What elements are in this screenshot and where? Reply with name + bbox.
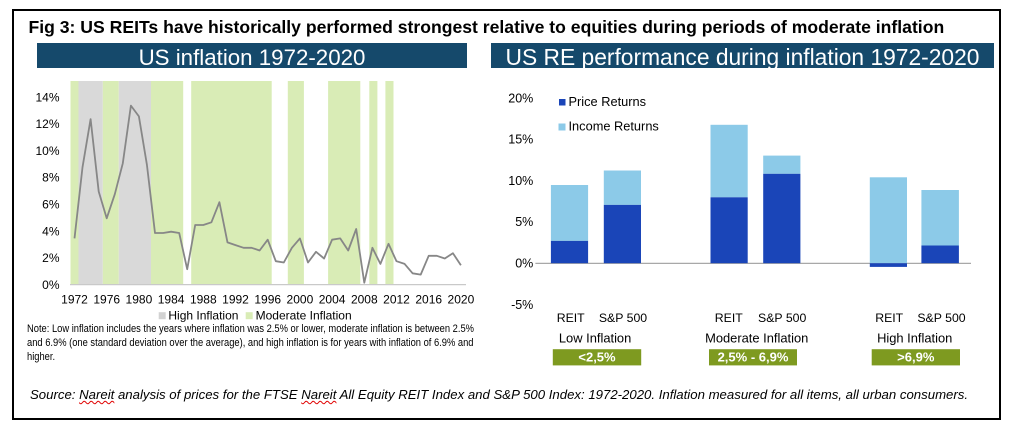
- svg-text:1972: 1972: [61, 293, 88, 307]
- svg-text:Income Returns: Income Returns: [569, 119, 659, 134]
- svg-text:REIT: REIT: [875, 311, 903, 325]
- svg-text:1992: 1992: [222, 293, 249, 307]
- svg-text:1976: 1976: [93, 293, 120, 307]
- svg-text:2012: 2012: [383, 293, 410, 307]
- svg-text:Low Inflation: Low Inflation: [559, 330, 631, 345]
- svg-text:14%: 14%: [35, 90, 59, 104]
- svg-text:8%: 8%: [42, 171, 60, 185]
- svg-text:0%: 0%: [515, 257, 533, 271]
- svg-text:10%: 10%: [35, 144, 59, 158]
- svg-text:15%: 15%: [508, 133, 533, 147]
- svg-text:1980: 1980: [126, 293, 153, 307]
- svg-text:2004: 2004: [319, 293, 346, 307]
- svg-text:2008: 2008: [351, 293, 378, 307]
- svg-text:REIT: REIT: [557, 311, 585, 325]
- svg-text:1996: 1996: [254, 293, 281, 307]
- svg-text:<2,5%: <2,5%: [578, 349, 616, 364]
- svg-text:2%: 2%: [42, 251, 60, 265]
- svg-text:5%: 5%: [515, 215, 533, 229]
- svg-text:Moderate Inflation: Moderate Inflation: [705, 330, 808, 345]
- svg-text:0%: 0%: [42, 278, 60, 292]
- svg-text:S&P 500: S&P 500: [758, 311, 806, 325]
- svg-text:High Inflation: High Inflation: [168, 309, 238, 323]
- svg-text:12%: 12%: [35, 117, 59, 131]
- svg-text:S&P 500: S&P 500: [599, 311, 647, 325]
- svg-text:6%: 6%: [42, 198, 60, 212]
- svg-text:2000: 2000: [287, 293, 314, 307]
- svg-text:-5%: -5%: [511, 298, 533, 312]
- svg-text:S&P 500: S&P 500: [917, 311, 965, 325]
- svg-text:REIT: REIT: [715, 311, 743, 325]
- svg-text:2016: 2016: [415, 293, 442, 307]
- svg-text:1988: 1988: [190, 293, 217, 307]
- svg-text:1984: 1984: [158, 293, 185, 307]
- svg-text:Moderate Inflation: Moderate Inflation: [256, 309, 352, 323]
- svg-text:2020: 2020: [448, 293, 475, 307]
- svg-text:4%: 4%: [42, 224, 60, 238]
- svg-text:10%: 10%: [508, 174, 533, 188]
- svg-text:20%: 20%: [508, 91, 533, 105]
- svg-text:Price Returns: Price Returns: [569, 94, 647, 109]
- svg-text:2,5% - 6,9%: 2,5% - 6,9%: [718, 349, 789, 364]
- svg-text:>6,9%: >6,9%: [897, 349, 935, 364]
- svg-text:High Inflation: High Inflation: [877, 330, 952, 345]
